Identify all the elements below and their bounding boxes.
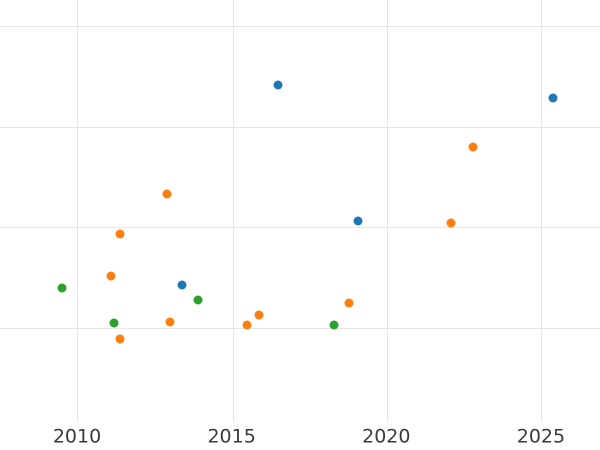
data-point-blue [548, 93, 558, 103]
x-tick-label: 2010 [52, 425, 102, 448]
vertical-gridline [232, 0, 234, 422]
x-tick-label: 2020 [362, 425, 411, 448]
data-point-green [193, 295, 203, 305]
data-point-orange [242, 320, 252, 330]
horizontal-gridline [0, 227, 600, 228]
horizontal-gridline [0, 26, 600, 27]
data-point-green [329, 320, 339, 330]
horizontal-gridline [0, 126, 600, 128]
vertical-gridline [541, 0, 542, 422]
x-tick-label: 2025 [516, 425, 566, 448]
data-point-orange [254, 310, 264, 320]
data-point-blue [273, 80, 283, 90]
data-point-orange [162, 189, 172, 199]
data-point-blue [353, 216, 363, 226]
data-point-blue [177, 280, 187, 290]
vertical-gridline [77, 0, 78, 422]
vertical-gridline [387, 0, 388, 422]
data-point-orange [115, 334, 125, 344]
data-point-orange [115, 229, 125, 239]
data-point-orange [468, 142, 478, 152]
horizontal-gridline [0, 327, 600, 329]
data-point-orange [344, 298, 354, 308]
data-point-green [57, 283, 67, 293]
data-point-green [109, 318, 119, 328]
data-point-orange [446, 218, 456, 228]
data-point-orange [106, 271, 116, 281]
data-point-orange [165, 317, 175, 327]
x-tick-label: 2015 [207, 425, 256, 448]
